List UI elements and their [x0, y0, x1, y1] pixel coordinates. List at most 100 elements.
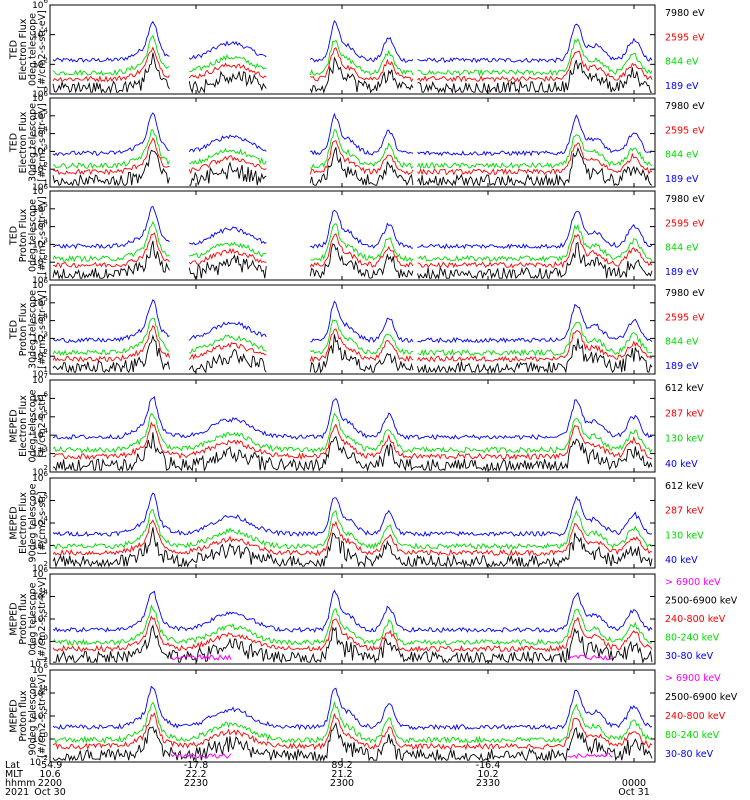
x-tick-time: 2300	[330, 778, 354, 789]
y-tick-label: 101	[32, 179, 48, 193]
legend-entry: 2595 eV	[665, 32, 705, 43]
series-trace	[52, 685, 653, 731]
y-tick-label: 106	[32, 0, 48, 11]
plot-frame	[49, 669, 656, 763]
y-axis-title: MEPEDProton flux0deg telescope[#/cm2-s-s…	[9, 577, 49, 661]
legend-entry: 612 keV	[665, 481, 704, 492]
y-tick-label: 105	[32, 295, 48, 309]
y-axis-title: TEDProton Flux30deg telescope[#/cm2-s-st…	[9, 290, 49, 369]
y-tick-label: 102	[32, 611, 48, 625]
legend-entry: 2500-6900 keV	[665, 596, 738, 607]
series-trace	[52, 527, 653, 568]
y-axis-title: TEDProton Flux0deg telescope[#/cm2-s-str…	[9, 196, 49, 275]
series-trace	[52, 146, 653, 187]
legend-entry: 844 eV	[665, 337, 699, 348]
legend-entry: 30-80 keV	[665, 749, 714, 760]
y-tick-label: 101	[32, 366, 48, 380]
legend-entry: 130 keV	[665, 530, 704, 541]
series-trace	[52, 52, 652, 94]
y-tick-label: 104	[32, 126, 48, 140]
series-trace	[52, 395, 653, 441]
series-trace	[52, 589, 653, 633]
y-tick-label: 106	[32, 470, 48, 484]
x-row-label: hhmm	[5, 778, 36, 789]
y-tick-label: 106	[32, 90, 48, 104]
legend-entry: 7980 eV	[665, 194, 705, 205]
y-tick-label: 105	[32, 409, 48, 423]
y-axis-title: TEDElectron Flux30deg telescope[#/cm2-s-…	[9, 103, 49, 182]
x-tick-lat: -17.8	[184, 760, 209, 771]
series-trace	[52, 615, 653, 653]
series-trace	[52, 508, 653, 551]
x-tick-mlt: 22.2	[185, 769, 206, 780]
x-tick-time: 0000	[622, 778, 646, 789]
y-tick-label: 10-2	[30, 754, 48, 768]
series-trace	[53, 624, 653, 664]
plot-frame	[49, 284, 656, 375]
y-tick-label: 103	[32, 330, 48, 344]
y-tick-label: 104	[32, 685, 48, 699]
x-tick-mlt: 21.2	[331, 769, 352, 780]
series-trace	[52, 46, 653, 83]
y-tick-label: 107	[32, 372, 48, 386]
series-trace	[52, 519, 653, 557]
legend-entry: > 6900 keV	[665, 577, 721, 588]
series-trace	[52, 317, 653, 357]
y-tick-label: 104	[32, 27, 48, 41]
legend-entry: 189 eV	[665, 81, 699, 92]
panel-5: 102 103 104 105 106 107 MEPEDElectron Flux0deg…	[9, 372, 705, 478]
series-trace	[52, 34, 653, 77]
y-tick-label: 100	[32, 731, 48, 745]
y-axis-title: MEPEDElectron Flux0deg telescope[#/cm2-s…	[9, 389, 49, 462]
y-tick-label: 106	[32, 566, 48, 580]
y-tick-label: 105	[32, 201, 48, 215]
plot-frame	[49, 190, 656, 281]
y-tick-label: 104	[32, 515, 48, 529]
y-tick-label: 102	[32, 560, 48, 574]
y-tick-label: 102	[32, 56, 48, 70]
legend-entry: 189 eV	[665, 361, 699, 372]
series-trace	[170, 654, 232, 661]
legend-entry: > 6900 keV	[665, 673, 721, 684]
legend-entry: 2595 eV	[665, 218, 705, 229]
y-tick-label: 103	[32, 446, 48, 460]
y-tick-label: 103	[32, 538, 48, 552]
y-tick-label: 102	[32, 254, 48, 268]
series-trace	[52, 240, 653, 280]
y-tick-label: 104	[32, 427, 48, 441]
legend-entry: 844 eV	[665, 57, 699, 68]
legend-entry: 2500-6900 keV	[665, 692, 738, 703]
y-tick-label: 103	[32, 143, 48, 157]
series-trace	[52, 20, 653, 64]
legend-entry: 7980 eV	[665, 101, 705, 112]
legend-entry: 2595 eV	[665, 312, 705, 323]
series-trace	[52, 492, 653, 537]
y-tick-label: 105	[32, 493, 48, 507]
x-tick-mlt: 10.2	[477, 769, 498, 780]
plot-frame	[49, 4, 656, 95]
y-tick-label: 106	[32, 662, 48, 676]
plot-frame	[49, 573, 656, 665]
series-trace	[52, 700, 653, 744]
legend-entry: 612 keV	[665, 383, 704, 394]
legend-entry: 7980 eV	[665, 288, 705, 299]
y-tick-label: 104	[32, 313, 48, 327]
legend-entry: 844 eV	[665, 150, 699, 161]
y-axis-title: MEPEDProton flux90deg telescope[#/cm2-s-…	[9, 674, 49, 758]
x-row-label: MLT	[5, 769, 23, 780]
series-trace	[52, 604, 653, 647]
y-tick-label: 100	[32, 634, 48, 648]
series-trace	[52, 112, 653, 157]
x-row-label: Lat	[5, 760, 20, 771]
y-tick-label: 104	[32, 219, 48, 233]
y-tick-label: 100	[32, 86, 48, 100]
y-tick-label: 102	[32, 464, 48, 478]
